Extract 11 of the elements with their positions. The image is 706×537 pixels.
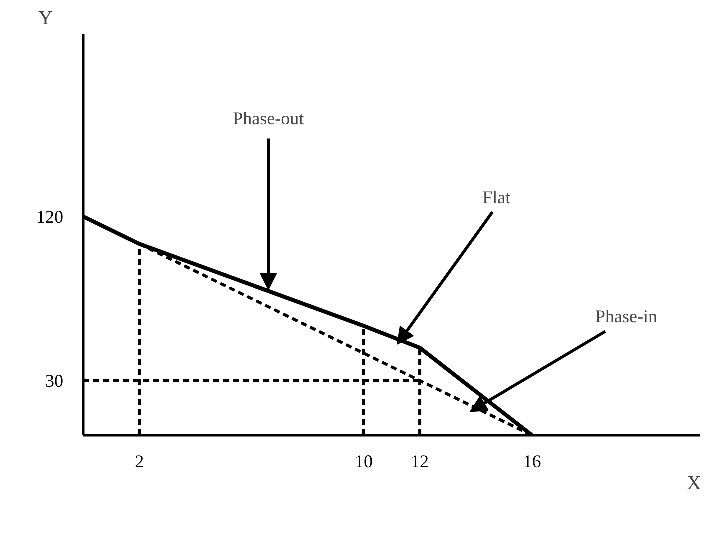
y-axis-title: Y <box>38 8 53 30</box>
x-axis-title: X <box>687 472 702 494</box>
annotation: Phase-in <box>596 306 658 327</box>
x-tick-label: 16 <box>523 452 542 472</box>
annotation: Flat <box>482 187 511 208</box>
y-tick-label: 30 <box>46 370 64 391</box>
x-tick-label: 2 <box>135 452 144 472</box>
x-tick-label: 12 <box>411 452 430 472</box>
annotation: Phase-out <box>233 108 304 129</box>
y-tick-label: 120 <box>36 206 64 227</box>
x-tick-label: 10 <box>354 452 373 472</box>
